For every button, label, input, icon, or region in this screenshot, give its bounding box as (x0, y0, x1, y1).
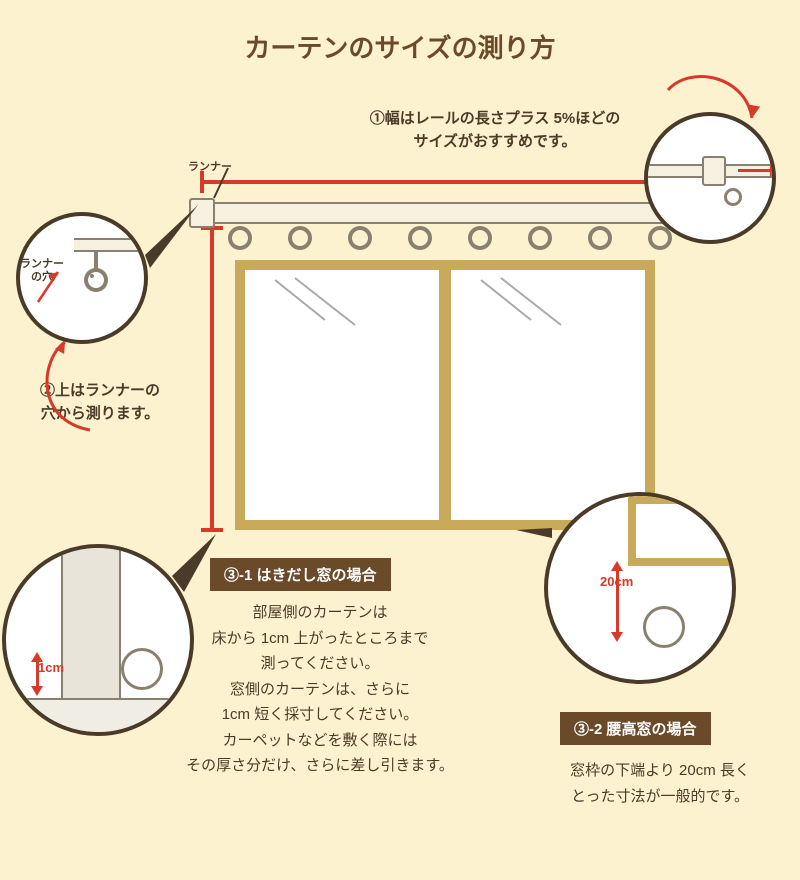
curtain-rail (195, 202, 695, 224)
runner-ring (468, 226, 492, 250)
note1-line2: サイズがおすすめです。 (413, 133, 576, 150)
body-case-3-1: 部屋側のカーテンは 床から 1cm 上がったところまで 測ってください。 窓側の… (130, 600, 510, 779)
note1-line1: ①幅はレールの長さプラス 5%ほどの (370, 110, 621, 127)
badge-case-3-2: ③-2 腰高窓の場合 (560, 712, 711, 745)
detail-circle-sill-20cm (544, 492, 736, 684)
runner-hole-label: ランナー の穴 (20, 258, 64, 284)
window-frame (235, 260, 655, 530)
rail-cap-left (189, 198, 215, 228)
height-measure-line (210, 226, 214, 532)
dim-20cm-label: 20cm (600, 574, 633, 589)
detail-circle-rail-end (644, 112, 776, 244)
window-pane-left (245, 270, 439, 520)
runner-label: ランナー (188, 158, 232, 174)
note2-line1: ②上はランナーの (40, 382, 160, 399)
runner-ring (408, 226, 432, 250)
runner-ring (588, 226, 612, 250)
runner-ring (288, 226, 312, 250)
page-title: カーテンのサイズの測り方 (0, 28, 800, 65)
body-case-3-2: 窓枠の下端より 20cm 長く とった寸法が一般的です。 (525, 758, 795, 809)
dim-1cm-label: 1cm (38, 660, 64, 675)
window-pane-right (451, 270, 645, 520)
width-measure-cap-left (200, 171, 204, 193)
badge-case-3-1: ③-1 はきだし窓の場合 (210, 558, 391, 591)
infographic-canvas: カーテンのサイズの測り方 ①幅はレールの長さプラス 5%ほどの サイズがおすすめ… (0, 0, 800, 880)
note-width-recommendation: ①幅はレールの長さプラス 5%ほどの サイズがおすすめです。 (330, 108, 660, 153)
height-measure-cap-bottom (201, 528, 223, 532)
runner-ring (528, 226, 552, 250)
runner-ring (348, 226, 372, 250)
width-measure-line (200, 180, 690, 184)
note-measure-from-runner-hole: ②上はランナーの 穴から測ります。 (20, 380, 180, 425)
runner-ring (228, 226, 252, 250)
note2-line2: 穴から測ります。 (41, 405, 160, 422)
